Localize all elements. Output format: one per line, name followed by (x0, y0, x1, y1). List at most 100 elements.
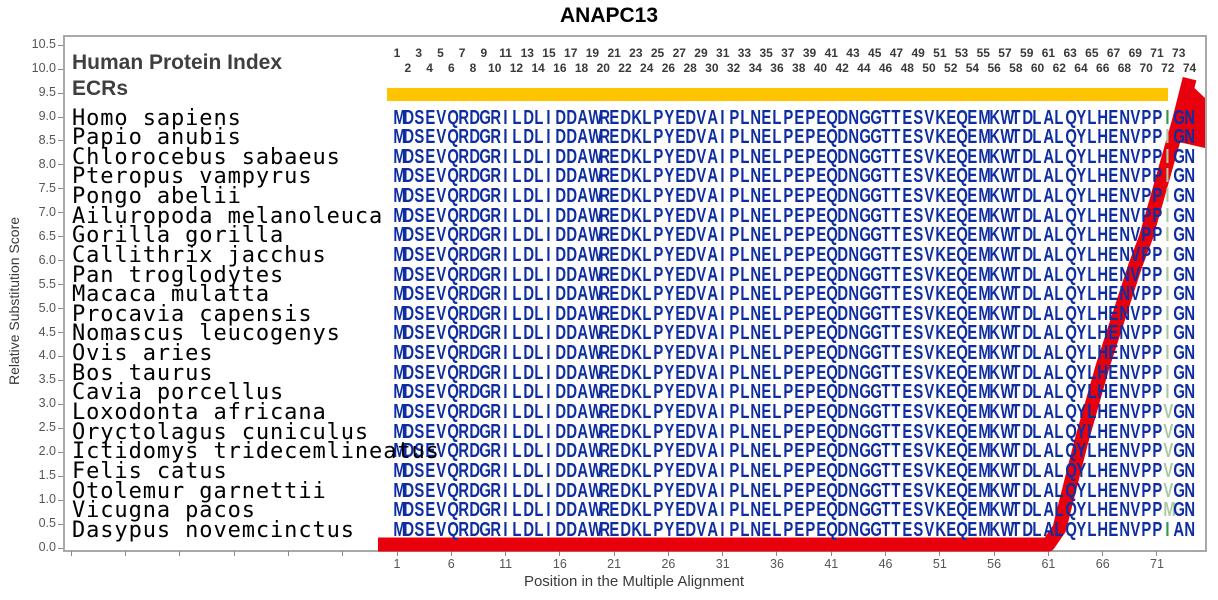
residue: D (685, 518, 697, 541)
position-number: 27 (672, 46, 686, 60)
position-number: 54 (965, 60, 980, 75)
x-tick-label: 26 (661, 557, 676, 571)
residue: P (729, 518, 740, 541)
residue: T (880, 518, 891, 541)
sequence-row: MDSEVQRDGR I LDL I DDAWREDKLPYEDVA I PLNELPEPE… (392, 518, 1196, 541)
species-name: Otolemur garnettii (72, 478, 327, 504)
y-tick-mark (58, 260, 63, 262)
residue: V (1130, 518, 1141, 541)
y-tick-label: 4.0 (38, 348, 56, 363)
y-tick-mark (58, 379, 63, 381)
residue: L (1087, 518, 1097, 541)
residue: W (588, 518, 603, 541)
x-tick-mark (233, 551, 235, 556)
position-number: 43 (846, 46, 860, 60)
residue: Q (447, 518, 459, 541)
y-tick-mark (58, 68, 63, 70)
position-number: 60 (1030, 60, 1045, 75)
residue: Q (826, 518, 839, 541)
position-number: 4 (426, 60, 433, 75)
residue: K (989, 518, 1001, 541)
species-name: Pongo abelii (72, 184, 242, 210)
y-tick-label: 5.0 (38, 300, 56, 315)
x-tick-mark (939, 551, 941, 556)
residue: P (805, 518, 815, 541)
y-tick-label: 3.5 (38, 372, 56, 387)
position-number: 42 (835, 60, 849, 75)
residue: E (425, 518, 436, 541)
residue: W (1000, 518, 1015, 541)
y-tick-mark (58, 92, 63, 94)
y-tick-mark (58, 547, 63, 549)
species-name: Ictidomys tridecemlineatus (72, 439, 440, 465)
x-tick-label: 61 (1041, 557, 1056, 571)
residue: L (772, 518, 782, 541)
species-name: Pan troglodytes (72, 262, 285, 288)
position-number: 18 (574, 60, 589, 75)
position-number: 71 (1150, 46, 1164, 60)
residue: V (436, 518, 447, 541)
position-number: 31 (716, 46, 730, 60)
position-number: 5 (437, 46, 444, 60)
human-protein-index-label: Human Protein Index (72, 51, 283, 74)
position-number: 29 (694, 46, 708, 60)
x-tick-mark (613, 551, 615, 556)
position-number: 47 (889, 46, 904, 60)
residue: N (750, 518, 762, 541)
x-tick-label: 46 (878, 557, 893, 571)
residue: P (1152, 518, 1162, 541)
x-tick-mark (450, 551, 452, 556)
residue: E (761, 518, 772, 541)
y-tick-label: 6.0 (38, 252, 56, 267)
x-tick-mark (830, 551, 832, 556)
y-tick-mark (58, 403, 63, 405)
y-tick-label: 2.0 (38, 444, 56, 459)
residue: T (1011, 518, 1021, 541)
residue: E (1108, 518, 1119, 541)
y-tick-mark (58, 332, 63, 334)
species-name: Cavia porcellus (72, 380, 285, 406)
position-number: 59 (1020, 46, 1034, 60)
species-name: Felis catus (72, 458, 228, 484)
x-tick-mark (396, 551, 398, 556)
residue: A (1043, 518, 1055, 541)
y-tick-mark (58, 116, 63, 118)
residue: P (1141, 518, 1152, 541)
x-tick-mark (342, 551, 344, 556)
species-name: Dasypus novemcinctus (72, 517, 355, 543)
x-tick-mark (287, 551, 289, 556)
position-number: 72 (1161, 60, 1175, 75)
residue: E (674, 518, 685, 541)
y-tick-label: 7.0 (38, 204, 56, 219)
ecr-region-bar (387, 88, 1168, 101)
residue: D (1021, 518, 1033, 541)
position-number: 38 (792, 60, 806, 75)
residue: V (696, 518, 707, 541)
species-name: Callithrix jacchus (72, 242, 327, 268)
x-tick-mark (1102, 551, 1104, 556)
residue: E (967, 518, 978, 541)
position-number: 9 (480, 46, 488, 60)
residue: R (599, 518, 610, 541)
position-number: 41 (824, 46, 838, 60)
position-number: 25 (650, 46, 665, 60)
position-number: 28 (683, 60, 697, 75)
y-tick-mark (58, 523, 63, 525)
position-number: 74 (1182, 60, 1197, 75)
position-number: 17 (564, 46, 578, 60)
x-tick-mark (667, 551, 669, 556)
residue: N (1184, 518, 1196, 541)
residue: P (653, 518, 664, 541)
position-number: 35 (759, 46, 773, 60)
x-tick-label: 71 (1150, 557, 1164, 571)
position-number: 30 (705, 60, 719, 75)
residue: G (859, 518, 871, 541)
x-tick-mark (1156, 551, 1158, 556)
position-number: 40 (813, 60, 828, 75)
position-number: 6 (447, 60, 455, 75)
residue: E (946, 518, 956, 541)
position-number: 70 (1139, 60, 1153, 75)
species-name: Ovis aries (72, 341, 214, 367)
x-tick-label: 51 (932, 557, 947, 571)
residue: D (566, 518, 578, 541)
